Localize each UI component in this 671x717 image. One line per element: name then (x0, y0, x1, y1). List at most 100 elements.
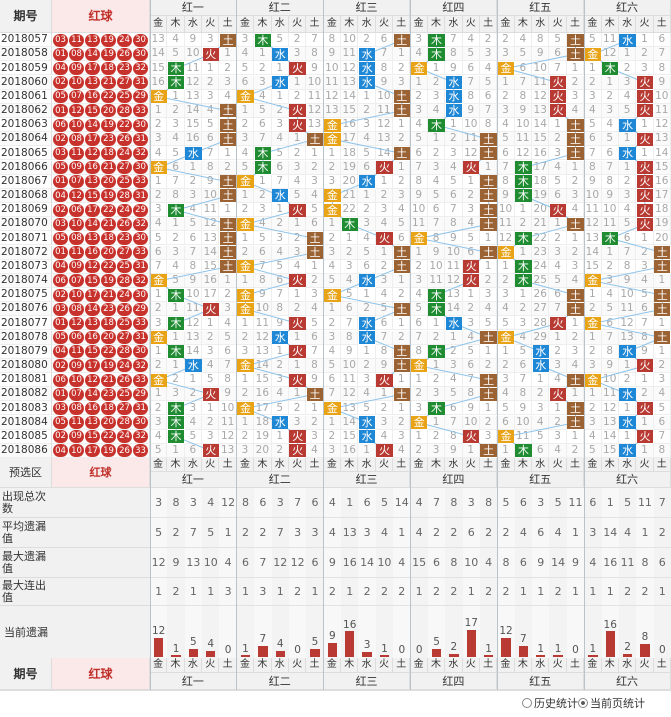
omission-value: 7 (601, 160, 619, 175)
omission-value: 10 (375, 89, 394, 104)
omission-value: 3 (549, 245, 567, 260)
red-ball: 05 (53, 231, 68, 245)
group-header: 红四 (410, 673, 498, 690)
omission-value: 2 (375, 188, 394, 203)
omission-value: 2 (427, 75, 446, 90)
radio[interactable] (578, 698, 588, 708)
element-hit: 金 (411, 416, 428, 430)
element-hit: 木 (515, 260, 532, 274)
stat-value: 1 (514, 578, 533, 606)
omission-value: 12 (184, 75, 203, 90)
stat-value: 12 (219, 488, 237, 518)
omission-value: 1 (653, 316, 671, 331)
omission-value: 2 (202, 330, 220, 345)
element-hit: 土 (393, 246, 410, 260)
current-bar (622, 653, 633, 657)
element-hit: 火 (636, 104, 654, 118)
omission-value: 1 (271, 89, 289, 104)
stat-pad (52, 548, 150, 578)
omission-value: 4 (479, 61, 498, 76)
stat-value: 7 (288, 488, 307, 518)
red-ball: 30 (133, 47, 148, 61)
group-header: 红三 (323, 673, 411, 690)
red-ball: 18 (101, 146, 116, 160)
omission-value: 15 (202, 259, 220, 274)
current-value: 2 (624, 641, 631, 653)
element-header: 火 (375, 16, 394, 33)
omission-value: 4 (167, 132, 185, 147)
red-ball: 01 (53, 246, 68, 260)
omission-value: 3 (288, 245, 307, 260)
stat-value: 1 (566, 578, 585, 606)
omission-value: 4 (410, 47, 428, 62)
element-header: 木 (514, 16, 533, 33)
element-header: 土 (479, 658, 498, 673)
radio-label[interactable]: 历史统计 (534, 696, 578, 710)
element-header: 木 (427, 16, 446, 33)
element-header: 木 (341, 458, 359, 472)
element-hit: 木 (515, 231, 532, 245)
current-bar (640, 644, 650, 657)
element-header: 火 (462, 658, 480, 673)
omission-value: 10 (341, 33, 359, 48)
omission-value: 4 (427, 174, 446, 189)
element-hit: 土 (480, 146, 497, 160)
element-hit: 土 (480, 132, 497, 146)
omission-value: 9 (306, 61, 324, 76)
omission-value: 8 (514, 89, 533, 104)
omission-value: 6 (167, 160, 185, 175)
element-hit: 木 (428, 345, 445, 359)
omission-value: 5 (341, 288, 359, 303)
element-header: 木 (427, 458, 446, 472)
omission-value: 1 (375, 174, 394, 189)
radio[interactable] (522, 698, 532, 708)
omission-value: 4 (358, 132, 376, 147)
omission-value: 3 (497, 103, 515, 118)
current-bar (327, 642, 338, 657)
element-hit: 水 (619, 345, 636, 359)
red-ball: 28 (117, 189, 132, 203)
omission-value: 8 (341, 330, 359, 345)
element-hit: 水 (445, 90, 463, 104)
omission-value: 2 (341, 245, 359, 260)
omission-value: 13 (445, 288, 463, 303)
stat-value: 9 (566, 548, 585, 578)
red-ball: 17 (85, 288, 100, 302)
red-ball: 11 (69, 33, 84, 47)
stat-value: 5 (618, 488, 637, 518)
element-hit: 木 (254, 146, 272, 160)
element-header: 金 (497, 658, 515, 673)
stat-value: 9 (323, 548, 342, 578)
omission-value: 7 (653, 47, 671, 62)
element-hit: 金 (411, 61, 428, 75)
issue-cell: 2018071 (0, 231, 52, 246)
red-ball: 22 (117, 118, 132, 132)
element-hit: 土 (219, 33, 237, 47)
omission-value: 12 (341, 61, 359, 76)
omission-value: 8 (462, 89, 480, 104)
element-hit: 土 (306, 231, 324, 245)
red-ball: 02 (53, 288, 68, 302)
group-header: 红五 (497, 472, 585, 488)
stat-value: 6 (532, 518, 550, 548)
element-hit: 金 (237, 302, 254, 316)
omission-value: 2 (497, 33, 515, 48)
element-hit: 火 (463, 260, 480, 274)
omission-value: 2 (479, 273, 498, 288)
element-hit: 火 (202, 444, 219, 458)
element-hit: 金 (584, 47, 602, 61)
element-hit: 金 (324, 132, 341, 146)
omission-value: 4 (566, 273, 585, 288)
omission-value: 6 (271, 160, 289, 175)
element-header: 金 (323, 16, 342, 33)
current-bar (431, 649, 442, 657)
omission-value: 7 (254, 132, 272, 147)
element-header: 金 (236, 16, 255, 33)
element-hit: 火 (463, 430, 480, 444)
omission-value: 11 (497, 217, 515, 232)
omission-value: 2 (445, 132, 463, 147)
omission-value: 2 (427, 146, 446, 161)
radio-label[interactable]: 当前页统计 (590, 696, 645, 710)
omission-value: 2 (323, 160, 342, 175)
element-hit: 火 (549, 316, 567, 330)
